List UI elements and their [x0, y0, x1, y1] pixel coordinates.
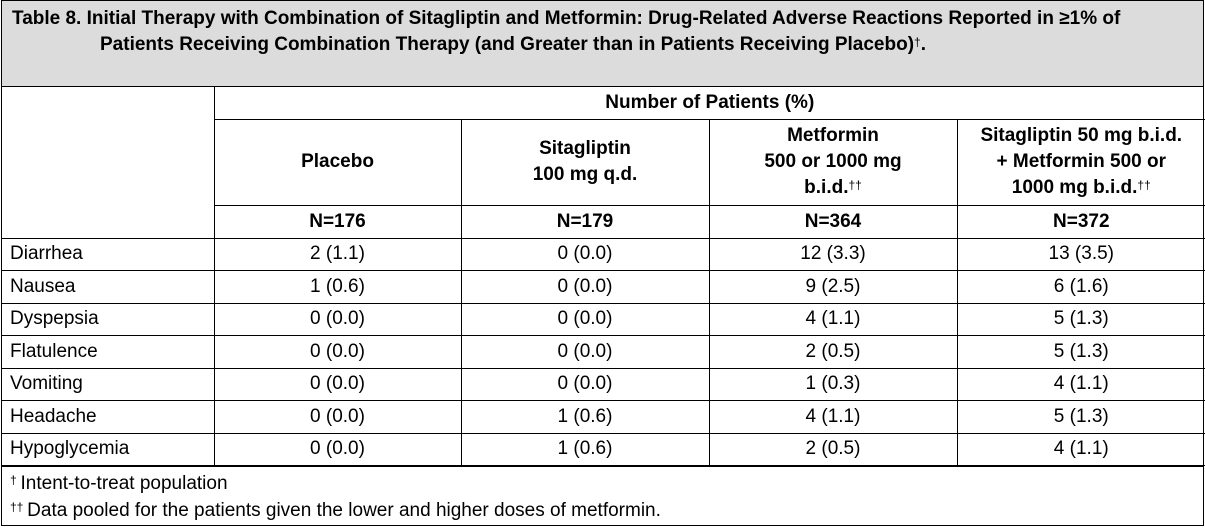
- cell-value: 0 (0.0): [213, 367, 462, 401]
- footnote-mark: ††: [848, 178, 862, 192]
- cell-value: 0 (0.0): [460, 270, 710, 304]
- cell-value: 1 (0.6): [460, 400, 710, 434]
- column-n: N=176: [214, 204, 462, 239]
- column-n: N=179: [460, 204, 710, 239]
- row-label: Headache: [2, 400, 215, 434]
- row-label: Vomiting: [2, 367, 215, 401]
- footnote-mark: ††: [10, 500, 24, 514]
- title-end: .: [920, 34, 926, 55]
- data-table: Number of Patients (%) Placebo Sitaglipti…: [2, 87, 1205, 466]
- table-row: Vomiting 0 (0.0) 0 (0.0) 1 (0.3) 4 (1.1): [2, 367, 1205, 401]
- title-label: Table 8.: [12, 8, 82, 29]
- cell-value: 2 (0.5): [708, 432, 958, 466]
- column-header-line: + Metformin 500 or: [996, 151, 1166, 172]
- column-n: N=364: [708, 204, 958, 239]
- column-header-line: Sitagliptin: [539, 138, 631, 159]
- cell-value: 0 (0.0): [460, 367, 710, 401]
- cell-value: 1 (0.3): [708, 367, 958, 401]
- table-row: Hypoglycemia 0 (0.0) 1 (0.6) 2 (0.5) 4 (1.1): [2, 432, 1205, 466]
- column-header: Sitagliptin 50 mg b.i.d. + Metformin 500 …: [956, 118, 1205, 206]
- cell-value: 5 (1.3): [956, 302, 1205, 336]
- table-row: Dyspepsia 0 (0.0) 0 (0.0) 4 (1.1) 5 (1.3): [2, 302, 1205, 336]
- table-title: Table 8. Initial Therapy with Combinatio…: [2, 1, 1203, 87]
- cell-value: 0 (0.0): [460, 302, 710, 336]
- cell-value: 4 (1.1): [708, 400, 958, 434]
- table-row: Headache 0 (0.0) 1 (0.6) 4 (1.1) 5 (1.3): [2, 400, 1205, 434]
- column-header-line: 1000 mg b.i.d.: [1011, 177, 1138, 198]
- row-label: Nausea: [2, 270, 215, 304]
- footnote-text: Intent-to-treat population: [20, 473, 228, 494]
- title-mark: †: [914, 35, 921, 49]
- column-header-line: Metformin: [787, 125, 879, 146]
- column-header: Placebo: [214, 118, 462, 206]
- cell-value: 4 (1.1): [956, 432, 1205, 466]
- cell-value: 0 (0.0): [460, 237, 710, 271]
- row-label: Hypoglycemia: [2, 432, 215, 466]
- cell-value: 13 (3.5): [956, 237, 1205, 271]
- table-row: Flatulence 0 (0.0) 0 (0.0) 2 (0.5) 5 (1.3): [2, 335, 1205, 369]
- column-header-line: Placebo: [301, 151, 374, 172]
- column-header-line: Sitagliptin 50 mg b.i.d.: [980, 125, 1183, 146]
- column-n: N=372: [956, 204, 1205, 239]
- empty-header: [2, 87, 215, 239]
- column-header-line: 100 mg q.d.: [532, 164, 638, 185]
- column-header: Sitagliptin 100 mg q.d.: [460, 118, 710, 206]
- cell-value: 0 (0.0): [213, 302, 462, 336]
- cell-value: 9 (2.5): [708, 270, 958, 304]
- footnote-mark: ††: [1137, 178, 1151, 192]
- row-label: Diarrhea: [2, 237, 215, 271]
- cell-value: 5 (1.3): [956, 400, 1205, 434]
- footnote-text: Data pooled for the patients given the l…: [27, 500, 661, 521]
- column-header-line: b.i.d.: [804, 177, 849, 198]
- cell-value: 4 (1.1): [708, 302, 958, 336]
- cell-value: 1 (0.6): [460, 432, 710, 466]
- cell-value: 0 (0.0): [213, 400, 462, 434]
- group-header: Number of Patients (%): [213, 87, 1205, 120]
- cell-value: 2 (1.1): [213, 237, 462, 271]
- table-row: Diarrhea 2 (1.1) 0 (0.0) 12 (3.3) 13 (3.5): [2, 237, 1205, 271]
- cell-value: 5 (1.3): [956, 335, 1205, 369]
- row-label: Flatulence: [2, 335, 215, 369]
- cell-value: 2 (0.5): [708, 335, 958, 369]
- cell-value: 12 (3.3): [708, 237, 958, 271]
- cell-value: 6 (1.6): [956, 270, 1205, 304]
- cell-value: 0 (0.0): [460, 335, 710, 369]
- title-text: Initial Therapy with Combination of Sita…: [86, 8, 1121, 55]
- cell-value: 1 (0.6): [213, 270, 462, 304]
- column-header-line: 500 or 1000 mg: [764, 151, 902, 172]
- footnote: †† Data pooled for the patients given th…: [10, 497, 1195, 524]
- cell-value: 0 (0.0): [213, 432, 462, 466]
- table-row: Nausea 1 (0.6) 0 (0.0) 9 (2.5) 6 (1.6): [2, 270, 1205, 304]
- cell-value: 4 (1.1): [956, 367, 1205, 401]
- cell-value: 0 (0.0): [213, 335, 462, 369]
- footnotes: † Intent-to-treat population †† Data pool…: [2, 466, 1203, 525]
- row-label: Dyspepsia: [2, 302, 215, 336]
- column-header: Metformin 500 or 1000 mg b.i.d.††: [708, 118, 958, 206]
- footnote-mark: †: [10, 473, 17, 487]
- footnote: † Intent-to-treat population: [10, 470, 1195, 497]
